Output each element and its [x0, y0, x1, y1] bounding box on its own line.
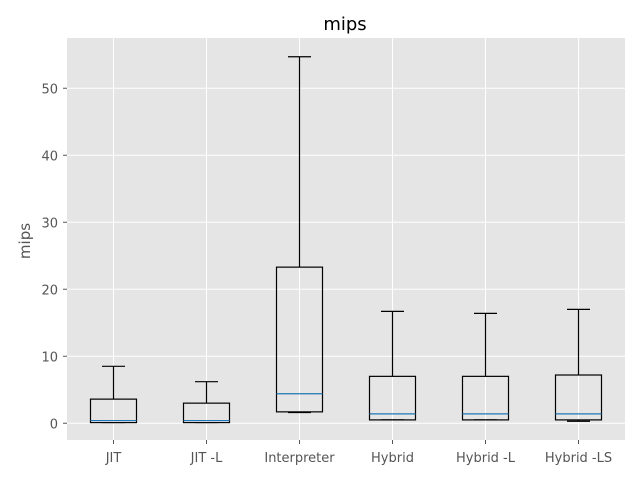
y-axis-label: mips	[16, 223, 34, 259]
y-tick-label: 30	[41, 216, 58, 231]
iqr-box	[275, 266, 324, 413]
iqr-box	[368, 375, 417, 421]
x-tick-label: Hybrid	[371, 451, 414, 466]
chart-title: mips	[323, 14, 366, 35]
y-tick-label: 40	[41, 149, 58, 164]
y-tick-label: 0	[50, 417, 58, 432]
y-tick-label: 50	[41, 82, 58, 97]
x-tick-label: Hybrid -L	[456, 451, 516, 466]
x-tick-label: Hybrid -LS	[545, 451, 612, 466]
x-tick-label: JIT	[105, 451, 122, 466]
y-tick-label: 10	[41, 350, 58, 365]
box-jit-l	[182, 381, 231, 424]
x-tick-label: JIT -L	[190, 451, 223, 466]
x-tick-label: Interpreter	[264, 451, 335, 466]
y-axis-ticks: 0 10 20 30 40 50	[41, 82, 67, 432]
plot-area	[67, 38, 625, 440]
y-tick-label: 20	[41, 283, 58, 298]
iqr-box	[182, 402, 231, 424]
box-jit	[89, 365, 138, 424]
box-interpreter	[275, 56, 324, 414]
box-hybrid-ls	[554, 308, 603, 422]
box-hybrid	[368, 310, 417, 421]
iqr-box	[461, 375, 510, 421]
box-series	[89, 56, 603, 424]
iqr-box	[89, 398, 138, 424]
iqr-box	[554, 374, 603, 421]
box-hybrid-l	[461, 312, 510, 421]
x-axis-ticks: JIT JIT -L Interpreter Hybrid Hybrid -L Hybri…	[105, 440, 612, 466]
